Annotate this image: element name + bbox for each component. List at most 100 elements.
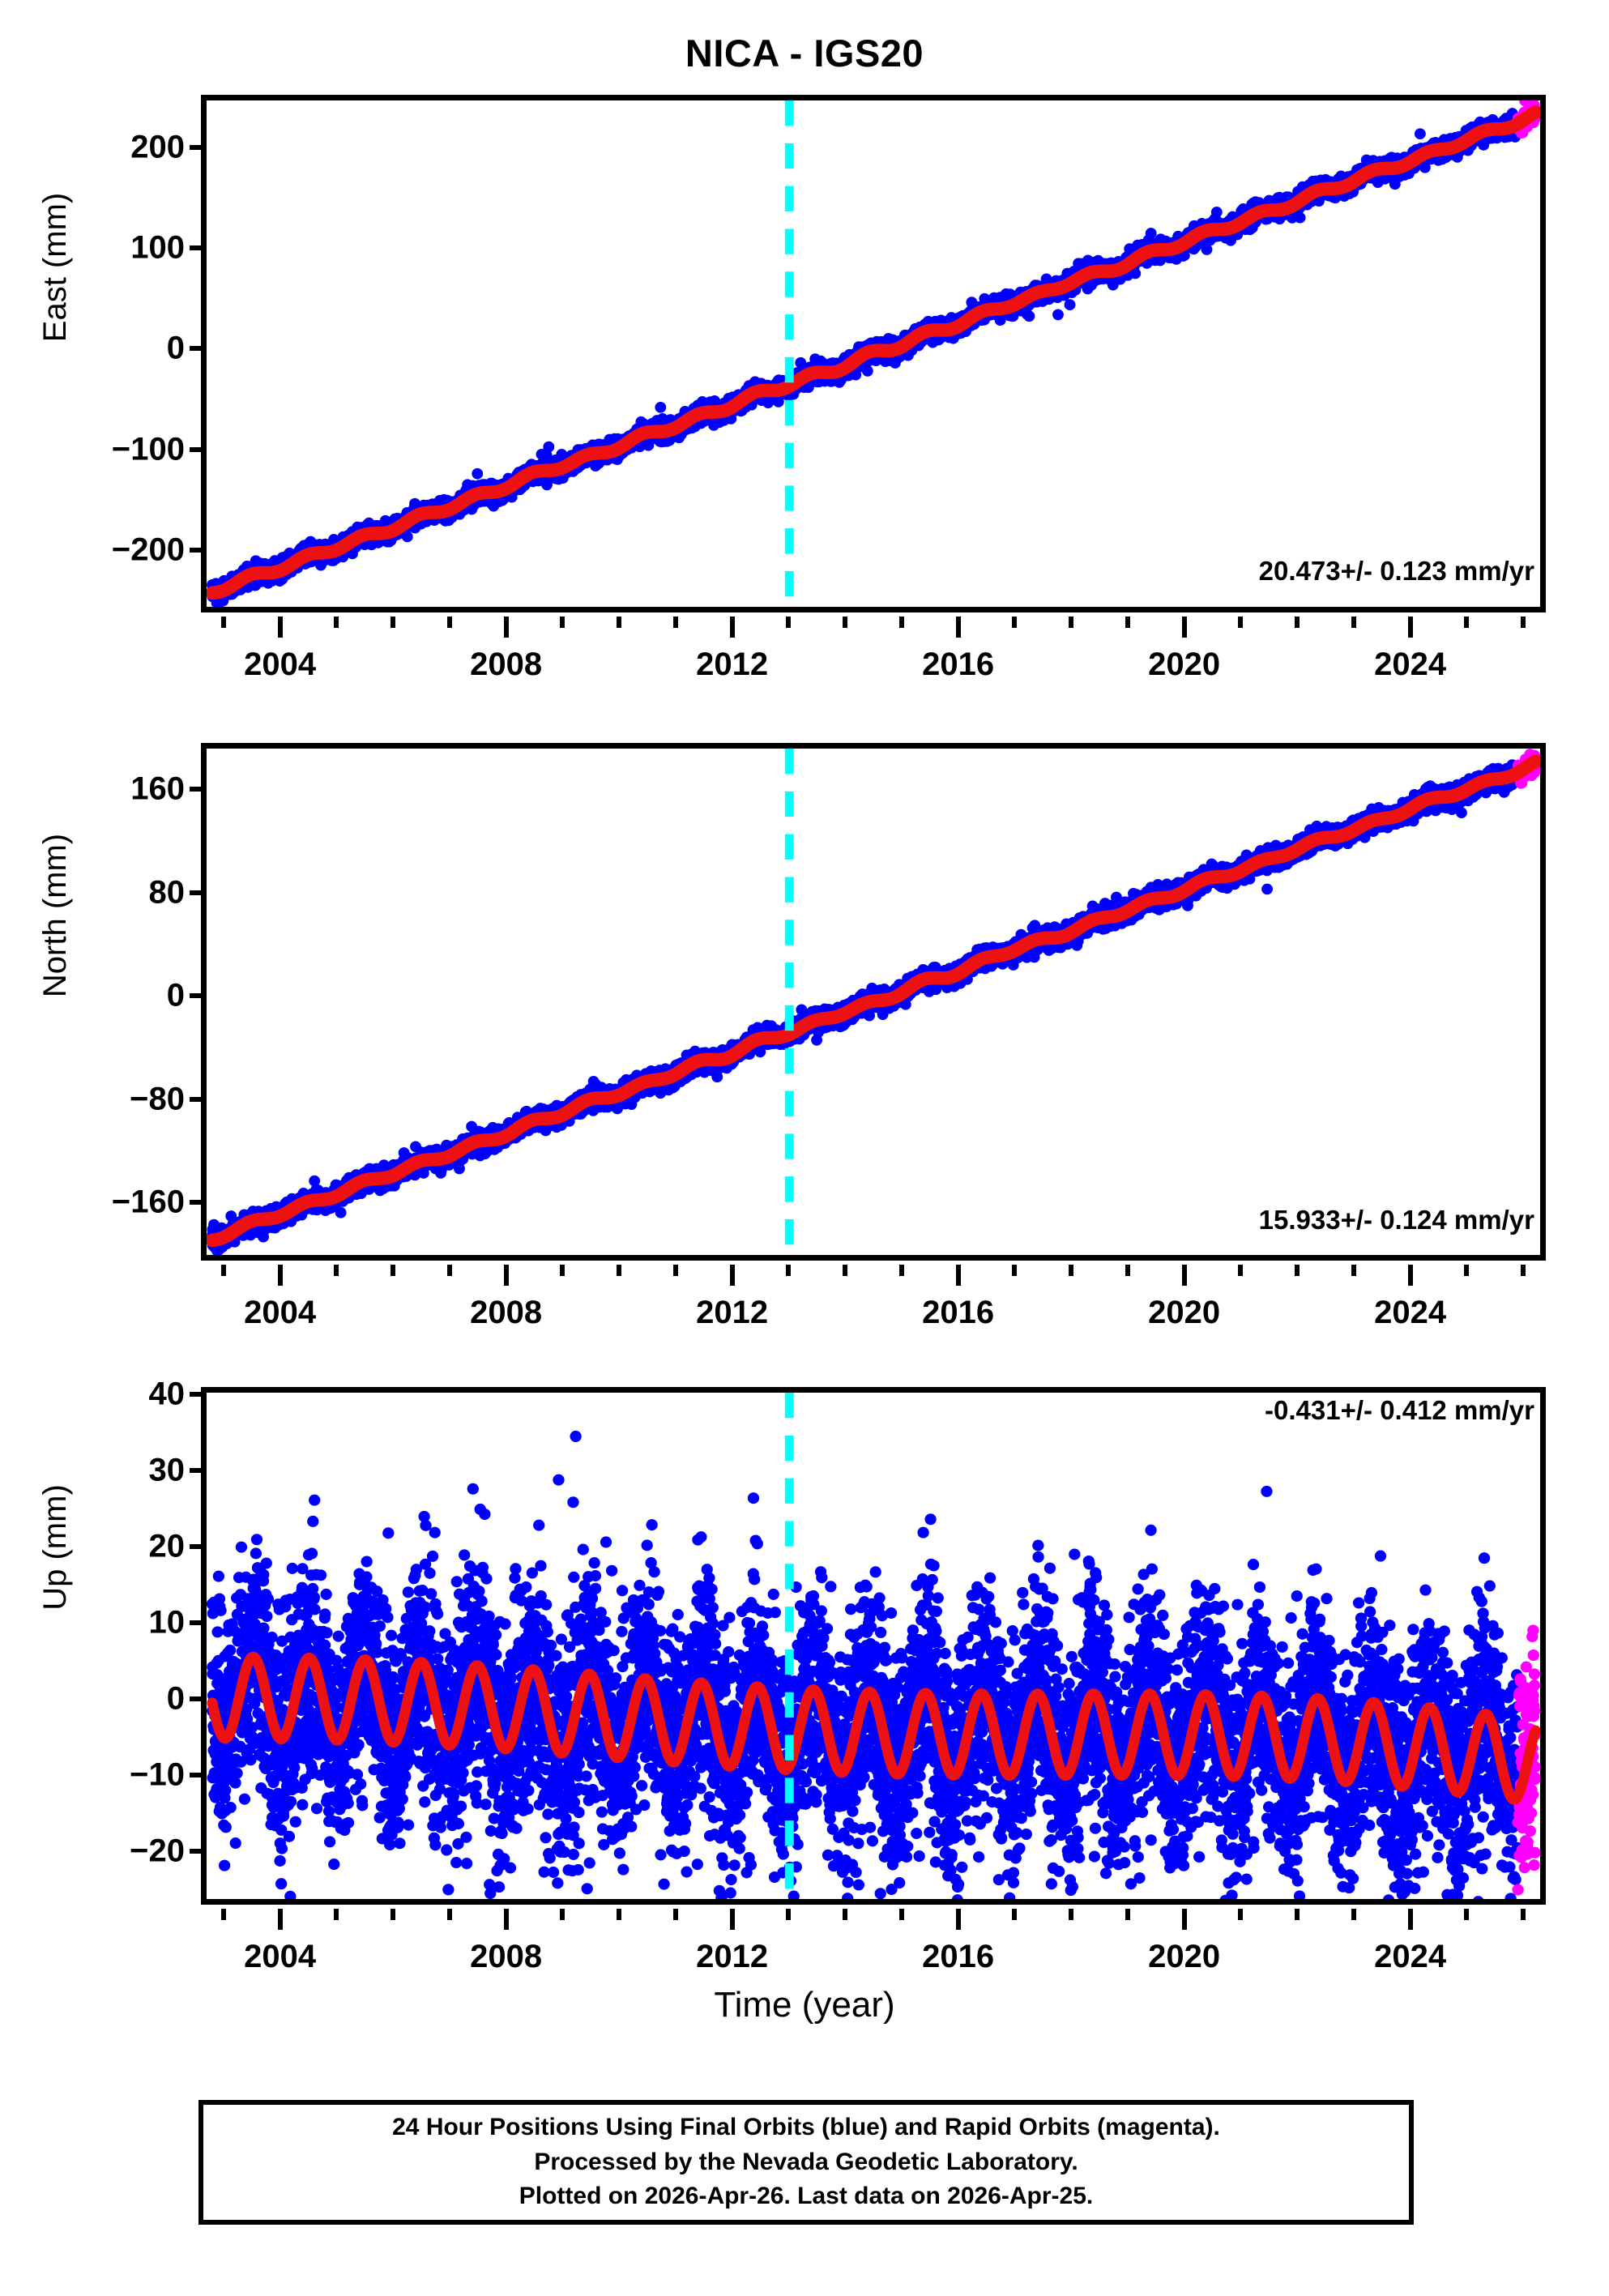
- xtick-label-east: 2020: [1148, 647, 1220, 683]
- xtick-row-up: 2004 2008 2012 2016 2020 2024: [201, 1914, 1546, 1960]
- xtick-minor-north: [447, 1265, 452, 1276]
- xtick-minor-up: [1521, 1909, 1526, 1920]
- xtick-row-north: 2004 2008 2012 2016 2020 2024: [201, 1270, 1546, 1316]
- xtick-minor-up: [1464, 1909, 1469, 1920]
- axis-label-north: North (mm): [37, 697, 74, 1134]
- xtick-minor-east: [447, 617, 452, 628]
- xtick-label-up: 2004: [244, 1939, 316, 1975]
- ytick-mark-up: [190, 1773, 204, 1777]
- data-points-final-orbits: [207, 1431, 1523, 1899]
- xtick-label-north: 2024: [1374, 1295, 1446, 1331]
- ytick-label-up: −10: [130, 1757, 185, 1794]
- ytick-label-up: −20: [130, 1833, 185, 1870]
- xtick-label-up: 2016: [922, 1939, 994, 1975]
- rate-annotation-up: -0.431+/- 0.412 mm/yr: [1265, 1395, 1534, 1426]
- ytick-label-north: −160: [112, 1184, 185, 1221]
- xtick-minor-east: [221, 617, 226, 628]
- xtick-minor-up: [1012, 1909, 1017, 1920]
- ytick-label-up: 10: [149, 1605, 186, 1641]
- footer-line-orbits: 24 Hour Positions Using Final Orbits (bl…: [392, 2110, 1220, 2145]
- xtick-minor-up: [1069, 1909, 1073, 1920]
- xtick-minor-north: [1069, 1265, 1073, 1276]
- xtick-minor-east: [1069, 617, 1073, 628]
- ytick-mark-up: [190, 1849, 204, 1854]
- ytick-mark-north: [190, 993, 204, 998]
- ytick-label-up: 40: [149, 1376, 186, 1413]
- plot-frame-north: [201, 743, 1546, 1261]
- xtick-minor-up: [843, 1909, 847, 1920]
- ytick-mark-east: [190, 245, 204, 250]
- ytick-mark-east: [190, 548, 204, 553]
- xtick-minor-up: [447, 1909, 452, 1920]
- ytick-label-north: 160: [130, 771, 185, 808]
- axis-label-up: Up (mm): [37, 1369, 74, 1726]
- xtick-minor-north: [1464, 1265, 1469, 1276]
- xtick-minor-north: [1238, 1265, 1243, 1276]
- ytick-mark-east: [190, 346, 204, 351]
- xtick-label-east: 2012: [696, 647, 768, 683]
- xtick-minor-north: [673, 1265, 678, 1276]
- xtick-minor-north: [899, 1265, 904, 1276]
- xtick-label-up: 2024: [1374, 1939, 1446, 1975]
- footer-note-box: 24 Hour Positions Using Final Orbits (bl…: [198, 2100, 1414, 2225]
- panel-east: [201, 95, 1546, 612]
- ytick-mark-north: [190, 1200, 204, 1205]
- xtick-minor-up: [1125, 1909, 1130, 1920]
- xtick-minor-east: [673, 617, 678, 628]
- xtick-minor-north: [334, 1265, 339, 1276]
- model-fit-line: [212, 762, 1535, 1240]
- xtick-minor-east: [1012, 617, 1017, 628]
- ytick-label-up: 0: [167, 1681, 185, 1718]
- xtick-major-up: [504, 1909, 509, 1930]
- ytick-mark-up: [190, 1544, 204, 1549]
- plot-frame-up: [201, 1387, 1546, 1905]
- xtick-minor-east: [617, 617, 621, 628]
- xtick-minor-east: [786, 617, 791, 628]
- xtick-minor-north: [1351, 1265, 1356, 1276]
- xtick-major-east: [504, 617, 509, 638]
- xtick-minor-east: [1464, 617, 1469, 628]
- xtick-minor-east: [899, 617, 904, 628]
- ytick-label-east: −100: [112, 431, 185, 467]
- ytick-mark-up: [190, 1696, 204, 1701]
- footer-line-processor: Processed by the Nevada Geodetic Laborat…: [534, 2145, 1078, 2180]
- xtick-minor-east: [843, 617, 847, 628]
- xtick-minor-up: [1295, 1909, 1300, 1920]
- xtick-major-north: [1408, 1265, 1413, 1286]
- xtick-minor-north: [1012, 1265, 1017, 1276]
- xtick-row-east: 2004 2008 2012 2016 2020 2024: [201, 622, 1546, 668]
- xtick-minor-east: [1295, 617, 1300, 628]
- xtick-minor-up: [899, 1909, 904, 1920]
- xtick-label-east: 2008: [470, 647, 542, 683]
- ytick-label-north: 0: [167, 978, 185, 1014]
- xtick-minor-east: [1238, 617, 1243, 628]
- xtick-minor-up: [673, 1909, 678, 1920]
- rate-annotation-north: 15.933+/- 0.124 mm/yr: [1259, 1205, 1534, 1235]
- xtick-minor-up: [560, 1909, 565, 1920]
- ytick-mark-up: [190, 1392, 204, 1397]
- axis-label-east: East (mm): [37, 57, 74, 478]
- xtick-label-north: 2020: [1148, 1295, 1220, 1331]
- xtick-minor-north: [1125, 1265, 1130, 1276]
- xtick-label-east: 2016: [922, 647, 994, 683]
- xtick-label-north: 2012: [696, 1295, 768, 1331]
- ytick-label-east: −200: [112, 531, 185, 568]
- plot-area-up: [207, 1393, 1540, 1899]
- xtick-label-up: 2008: [470, 1939, 542, 1975]
- xtick-major-up: [956, 1909, 961, 1930]
- xtick-minor-east: [1351, 617, 1356, 628]
- xtick-major-north: [1182, 1265, 1187, 1286]
- ytick-mark-up: [190, 1620, 204, 1625]
- xtick-label-north: 2008: [470, 1295, 542, 1331]
- xtick-minor-north: [221, 1265, 226, 1276]
- xtick-minor-north: [1521, 1265, 1526, 1276]
- ytick-label-east: 100: [130, 229, 185, 266]
- xtick-minor-east: [1125, 617, 1130, 628]
- xtick-label-up: 2020: [1148, 1939, 1220, 1975]
- xtick-major-up: [730, 1909, 735, 1930]
- xtick-minor-north: [1295, 1265, 1300, 1276]
- xtick-label-east: 2024: [1374, 647, 1446, 683]
- xtick-minor-east: [334, 617, 339, 628]
- ytick-label-north: −80: [130, 1081, 185, 1117]
